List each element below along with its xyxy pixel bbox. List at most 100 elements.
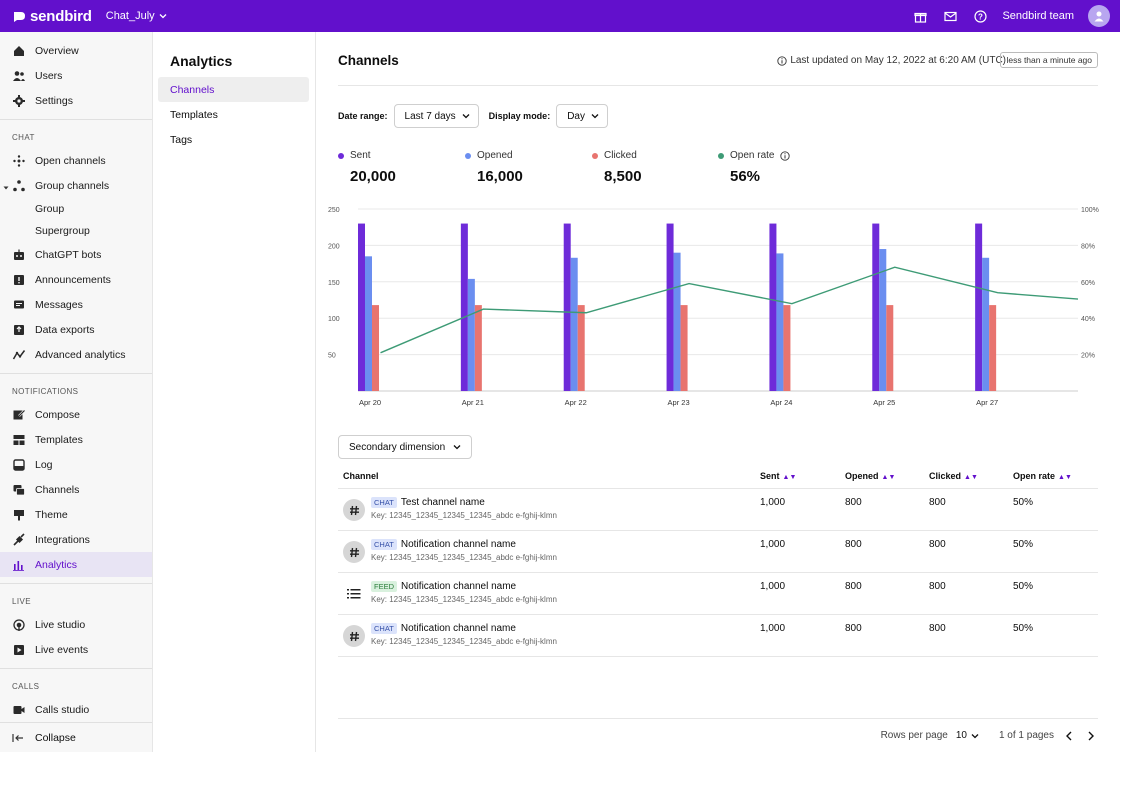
- x-tick-label: Apr 22: [565, 398, 587, 407]
- mail-icon[interactable]: [942, 8, 958, 24]
- subnav-item-tags[interactable]: Tags: [170, 133, 193, 146]
- bar-clicked: [577, 305, 585, 391]
- header-open-rate[interactable]: Open rate ▲▼: [1013, 471, 1093, 481]
- channel-cell: CHAT Notification channel name Key: 1234…: [338, 623, 760, 647]
- opened-cell: 800: [845, 497, 862, 508]
- opened-cell: 800: [845, 539, 862, 550]
- sidebar-item-integrations[interactable]: Integrations: [0, 527, 152, 552]
- x-tick-label: Apr 27: [976, 398, 998, 407]
- subnav-title: Analytics: [170, 53, 233, 69]
- display-mode-label: Display mode:: [488, 111, 551, 121]
- info-icon[interactable]: [780, 150, 791, 161]
- channel-name[interactable]: Notification channel name: [400, 539, 516, 550]
- bar-opened: [879, 249, 887, 391]
- sidebar-item-label: Settings: [35, 94, 73, 107]
- sidebar-item-label: Data exports: [35, 323, 95, 336]
- sidebar-item-analytics[interactable]: Analytics: [0, 552, 152, 577]
- display-mode-select[interactable]: Day: [556, 104, 608, 128]
- sidebar-item-log[interactable]: Log: [0, 452, 152, 477]
- channel-name[interactable]: Test channel name: [400, 497, 485, 508]
- user-icon: [1094, 11, 1104, 22]
- rows-per-page-select[interactable]: 10: [956, 730, 979, 741]
- sidebar-item-advanced-analytics[interactable]: Advanced analytics: [0, 342, 152, 367]
- table-row[interactable]: FEED Notification channel name Key: 1234…: [338, 573, 1098, 615]
- sidebar-item-channels[interactable]: Channels: [0, 477, 152, 502]
- sidebar-item-open-channels[interactable]: Open channels: [0, 148, 152, 173]
- section-calls-label: CALLS: [12, 681, 40, 691]
- channel-name[interactable]: Notification channel name: [400, 623, 516, 634]
- next-page-button[interactable]: [1084, 729, 1098, 743]
- subnav-item-channels[interactable]: Channels: [158, 77, 309, 102]
- y2-tick-label: 40%: [1081, 316, 1095, 323]
- metric-opened: Opened 16,000: [465, 150, 523, 185]
- bar-clicked: [680, 305, 688, 391]
- date-range-select[interactable]: Last 7 days: [393, 104, 479, 128]
- y-tick-label: 150: [328, 280, 340, 287]
- calls-studio-icon: [12, 703, 26, 717]
- bar-clicked: [989, 305, 997, 391]
- sidebar-item-label: Users: [35, 69, 63, 82]
- sidebar-item-data-exports[interactable]: Data exports: [0, 317, 152, 342]
- header-channel: Channel: [343, 471, 379, 481]
- y2-tick-label: 80%: [1081, 243, 1095, 250]
- app-name: Chat_July: [105, 10, 155, 22]
- sidebar-item-label: Log: [35, 458, 53, 471]
- channel-name[interactable]: Notification channel name: [401, 581, 517, 592]
- theme-icon: [12, 508, 26, 522]
- sidebar-divider: [0, 119, 152, 120]
- metric-open-rate: Open rate 56%: [718, 150, 791, 185]
- header-opened[interactable]: Opened ▲▼: [845, 471, 929, 481]
- sidebar-item-live-studio[interactable]: Live studio: [0, 612, 152, 637]
- table-row[interactable]: CHAT Notification channel name Key: 1234…: [338, 531, 1098, 573]
- collapse-button[interactable]: Collapse: [0, 722, 152, 752]
- app-switcher[interactable]: Chat_July: [106, 10, 167, 22]
- sidebar-item-users[interactable]: Users: [0, 63, 152, 88]
- sidebar-item-live-events[interactable]: Live events: [0, 637, 152, 662]
- sidebar-item-label: Templates: [35, 433, 83, 446]
- sendbird-logo[interactable]: sendbird: [12, 8, 92, 25]
- sidebar-item-settings[interactable]: Settings: [0, 88, 152, 113]
- metrics: Sent 20,000 Opened 16,000 Clicked 8,500 …: [338, 150, 898, 194]
- sidebar-item-overview[interactable]: Overview: [0, 38, 152, 63]
- x-tick-label: Apr 25: [873, 398, 895, 407]
- bar-clicked: [474, 305, 482, 391]
- bot-icon: [12, 248, 26, 262]
- open-rate-cell: 50%: [1013, 623, 1034, 634]
- prev-page-button[interactable]: [1062, 729, 1076, 743]
- gift-icon[interactable]: [912, 8, 928, 24]
- sidebar-item-label: Calls studio: [35, 703, 90, 716]
- bar-sent: [358, 223, 365, 391]
- subnav-item-templates[interactable]: Templates: [170, 108, 218, 121]
- sidebar-item-templates[interactable]: Templates: [0, 427, 152, 452]
- channel-cell: FEED Notification channel name Key: 1234…: [338, 581, 760, 605]
- channel-cell: CHAT Test channel name Key: 12345_12345_…: [338, 497, 760, 521]
- secondary-dimension-select[interactable]: Secondary dimension: [338, 435, 473, 459]
- table-row[interactable]: CHAT Notification channel name Key: 1234…: [338, 615, 1098, 657]
- y2-tick-label: 60%: [1081, 280, 1095, 287]
- export-icon: [12, 323, 26, 337]
- bar-opened: [365, 256, 372, 391]
- sidebar-item-group[interactable]: Group: [0, 198, 152, 220]
- sidebar-divider: [0, 583, 152, 584]
- sidebar-item-theme[interactable]: Theme: [0, 502, 152, 527]
- rows-per-page-value: 10: [955, 730, 967, 741]
- sidebar-item-announcements[interactable]: Announcements: [0, 267, 152, 292]
- clicked-dot: [592, 152, 598, 159]
- caret-down-icon[interactable]: [3, 182, 9, 194]
- table-row[interactable]: CHAT Test channel name Key: 12345_12345_…: [338, 489, 1098, 531]
- open-rate-cell: 50%: [1013, 581, 1034, 592]
- sidebar-item-supergroup[interactable]: Supergroup: [0, 220, 152, 242]
- help-icon[interactable]: ?: [972, 8, 988, 24]
- sidebar-item-group-channels[interactable]: Group channels: [0, 173, 152, 198]
- sidebar-item-calls-studio[interactable]: Calls studio: [0, 697, 152, 722]
- bar-sent: [769, 223, 777, 391]
- channel-type-tag: FEED: [371, 581, 398, 592]
- sidebar-item-messages[interactable]: Messages: [0, 292, 152, 317]
- sidebar-item-chatgpt-bots[interactable]: ChatGPT bots: [0, 242, 152, 267]
- page-title: Channels: [338, 53, 399, 68]
- header-clicked[interactable]: Clicked ▲▼: [929, 471, 1013, 481]
- header-sent[interactable]: Sent ▲▼: [760, 471, 845, 481]
- sidebar-item-compose[interactable]: Compose: [0, 402, 152, 427]
- team-name[interactable]: Sendbird team: [1002, 10, 1074, 22]
- avatar[interactable]: [1088, 5, 1110, 27]
